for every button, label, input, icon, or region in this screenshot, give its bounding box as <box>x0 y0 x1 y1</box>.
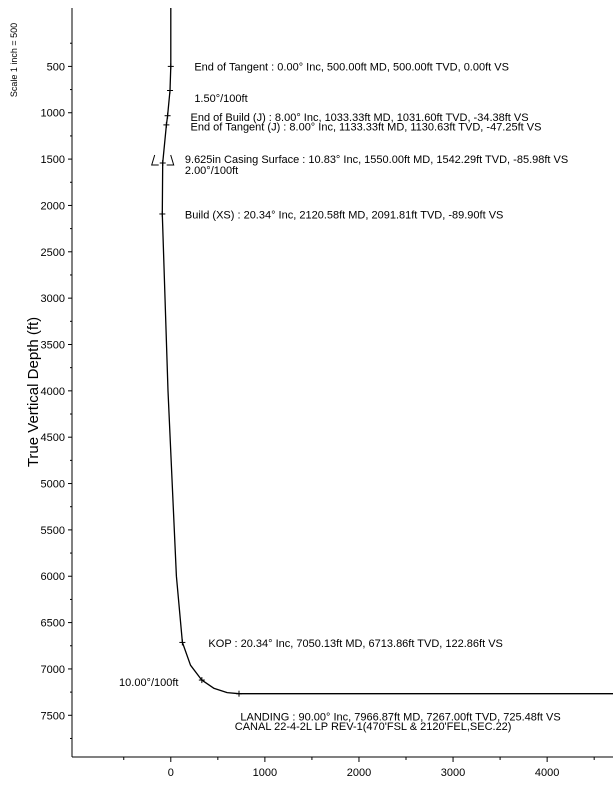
x-tick-label: 3000 <box>441 767 465 779</box>
y-tick-label: 500 <box>47 61 65 73</box>
y-tick-label: 7000 <box>41 664 65 676</box>
y-tick-label: 4500 <box>41 432 65 444</box>
station-marker <box>179 639 186 646</box>
annotation-label: End of Tangent (J) : 8.00° Inc, 1133.33f… <box>191 122 542 134</box>
station-marker <box>198 677 205 684</box>
x-tick-label: 1000 <box>253 767 277 779</box>
y-tick-label: 6500 <box>41 618 65 630</box>
x-tick-label: 4000 <box>535 767 559 779</box>
casing-symbol <box>151 154 175 166</box>
annotation-label: End of Tangent : 0.00° Inc, 500.00ft MD,… <box>194 61 509 73</box>
station-marker <box>167 63 174 70</box>
y-tick-label: 2500 <box>41 247 65 259</box>
annotation-label: CANAL 22-4-2L LP REV-1(470'FSL & 2120'FE… <box>235 721 512 733</box>
station-marker <box>164 112 171 119</box>
annotation-label: 2.00°/100ft <box>185 165 238 177</box>
y-tick-label: 5500 <box>41 525 65 537</box>
y-tick-label: 3000 <box>41 293 65 305</box>
y-axis-title: True Vertical Depth (ft) <box>25 317 42 467</box>
y-tick-label: 2000 <box>41 200 65 212</box>
y-tick-label: 4000 <box>41 386 65 398</box>
station-marker <box>159 210 166 217</box>
scale-label: Scale 1 inch = 500 <box>9 23 19 97</box>
station-marker <box>159 159 166 166</box>
casing-right-bracket <box>166 154 175 166</box>
annotation-label: 1.50°/100ft <box>194 93 247 105</box>
series-layer <box>161 8 613 695</box>
marker-layer <box>159 63 243 697</box>
annotation-label: End of Build (J) : 8.00° Inc, 1033.33ft … <box>191 112 529 124</box>
annotation-label: 9.625in Casing Surface : 10.83° Inc, 155… <box>185 154 568 166</box>
y-tick-label: 1000 <box>41 108 65 120</box>
y-tick-label: 5000 <box>41 479 65 491</box>
y-tick-label: 6000 <box>41 571 65 583</box>
plot-axes <box>71 8 613 758</box>
casing-left-bracket <box>151 154 159 166</box>
well-path-line <box>161 8 613 695</box>
x-tick-label: 0 <box>168 767 174 779</box>
y-tick-label: 7500 <box>41 710 65 722</box>
station-marker <box>163 121 170 128</box>
annotation-label: KOP : 20.34° Inc, 7050.13ft MD, 6713.86f… <box>208 638 502 650</box>
annotation-layer: End of Tangent : 0.00° Inc, 500.00ft MD,… <box>119 61 568 733</box>
x-axis-ticks: 0 1000 2000 3000 4000 <box>123 757 595 779</box>
annotation-label: LANDING : 90.00° Inc, 7966.87ft MD, 7267… <box>240 712 560 724</box>
y-axis-ticks: 500 1000 1500 2000 2500 3000 3500 4000 4500 5000 5… <box>41 42 72 739</box>
y-tick-label: 3500 <box>41 339 65 351</box>
x-tick-label: 2000 <box>347 767 371 779</box>
annotation-label: 10.00°/100ft <box>119 677 178 689</box>
station-marker <box>167 87 174 94</box>
station-marker <box>236 690 243 697</box>
y-tick-label: 1500 <box>41 154 65 166</box>
annotation-label: Build (XS) : 20.34° Inc, 2120.58ft MD, 2… <box>185 210 503 222</box>
